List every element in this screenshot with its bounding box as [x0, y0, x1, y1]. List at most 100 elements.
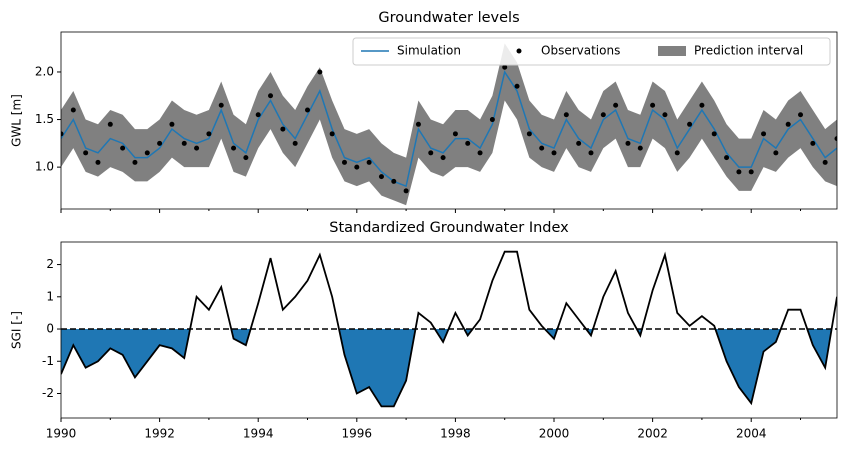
simulation-line: [61, 70, 837, 188]
observation: [613, 102, 619, 108]
observation: [415, 121, 421, 127]
x-tick-label: 1992: [144, 427, 175, 441]
observation: [378, 174, 384, 180]
observation: [539, 145, 545, 151]
observation: [551, 150, 557, 156]
y-tick-label: 0: [46, 322, 54, 336]
observation: [514, 83, 520, 89]
observation: [292, 140, 298, 146]
x-tick-label: 1994: [243, 427, 274, 441]
y-tick-label: 2: [46, 257, 54, 271]
observation: [465, 140, 471, 146]
observation: [243, 155, 249, 161]
legend-label: Observations: [541, 44, 620, 58]
observation: [822, 159, 828, 165]
plot-area: [61, 250, 837, 408]
observation: [662, 112, 668, 118]
observation: [650, 102, 656, 108]
y-axis-label: SGI [-]: [10, 311, 24, 349]
observation: [428, 150, 434, 156]
observation: [70, 107, 76, 113]
x-tick-label: 2000: [539, 427, 570, 441]
legend-frame: [352, 37, 831, 66]
observation: [748, 169, 754, 175]
y-tick-label: -1: [42, 354, 54, 368]
observation: [526, 131, 532, 137]
observation: [834, 136, 837, 142]
observation: [157, 140, 163, 146]
x-tick-label: 1996: [342, 427, 373, 441]
observation: [194, 145, 200, 151]
observation: [107, 121, 113, 127]
observation: [785, 121, 791, 127]
sgi-line: [61, 250, 837, 408]
observation: [674, 150, 680, 156]
x-tick-label: 2004: [736, 427, 767, 441]
observation: [403, 188, 409, 194]
observation: [305, 107, 311, 113]
observation: [280, 126, 286, 132]
legend-swatch: [658, 46, 686, 56]
observation: [268, 93, 274, 99]
y-tick-label: 1: [46, 289, 54, 303]
observation: [798, 112, 804, 118]
observation: [95, 159, 101, 165]
legend-swatch: [516, 48, 522, 54]
observation: [600, 112, 606, 118]
observation: [329, 131, 335, 137]
prediction-band: [61, 43, 837, 206]
observation: [576, 140, 582, 146]
axes-title: Groundwater levels: [378, 10, 519, 26]
observation: [588, 150, 594, 156]
observation: [637, 145, 643, 151]
observation: [231, 145, 237, 151]
deficit-fill: [61, 329, 837, 407]
observation: [440, 155, 446, 161]
observation: [477, 150, 483, 156]
observation: [144, 150, 150, 156]
observation: [366, 159, 372, 165]
y-axis-label: GWL [m]: [10, 94, 24, 147]
observation: [810, 140, 816, 146]
observation: [255, 112, 261, 118]
x-tick-label: 1998: [440, 427, 471, 441]
observation: [489, 117, 495, 123]
x-tick-label: 1990: [46, 427, 77, 441]
legend-label: Simulation: [397, 44, 461, 58]
observation: [206, 131, 212, 137]
x-tick-label: 2002: [637, 427, 668, 441]
axes-frame: [60, 31, 838, 210]
observation: [711, 131, 717, 137]
observation: [132, 159, 138, 165]
observation: [317, 69, 323, 75]
observation: [761, 131, 767, 137]
observation: [218, 102, 224, 108]
legend-label: Prediction interval: [694, 44, 803, 58]
axes-title: Standardized Groundwater Index: [329, 220, 569, 236]
observation: [563, 112, 569, 118]
axes-frame: [60, 241, 838, 419]
y-tick-label: 1.5: [35, 112, 54, 126]
observation: [724, 155, 730, 161]
observation: [391, 178, 397, 184]
y-tick-label: 1.0: [35, 160, 54, 174]
observation: [625, 140, 631, 146]
observation: [773, 150, 779, 156]
observation: [61, 131, 64, 137]
observation: [736, 169, 742, 175]
observation: [699, 102, 705, 108]
observation: [452, 131, 458, 137]
y-tick-label: -2: [42, 386, 54, 400]
observation: [354, 164, 360, 170]
observation: [687, 121, 693, 127]
observation: [83, 150, 89, 156]
observation: [120, 145, 126, 151]
y-tick-label: 2.0: [35, 64, 54, 78]
observation: [169, 121, 175, 127]
observation: [341, 159, 347, 165]
legend: Simulation Observations Prediction interva…: [352, 37, 831, 66]
plot-area: [61, 43, 837, 206]
observation: [181, 140, 187, 146]
observation: [502, 64, 508, 70]
